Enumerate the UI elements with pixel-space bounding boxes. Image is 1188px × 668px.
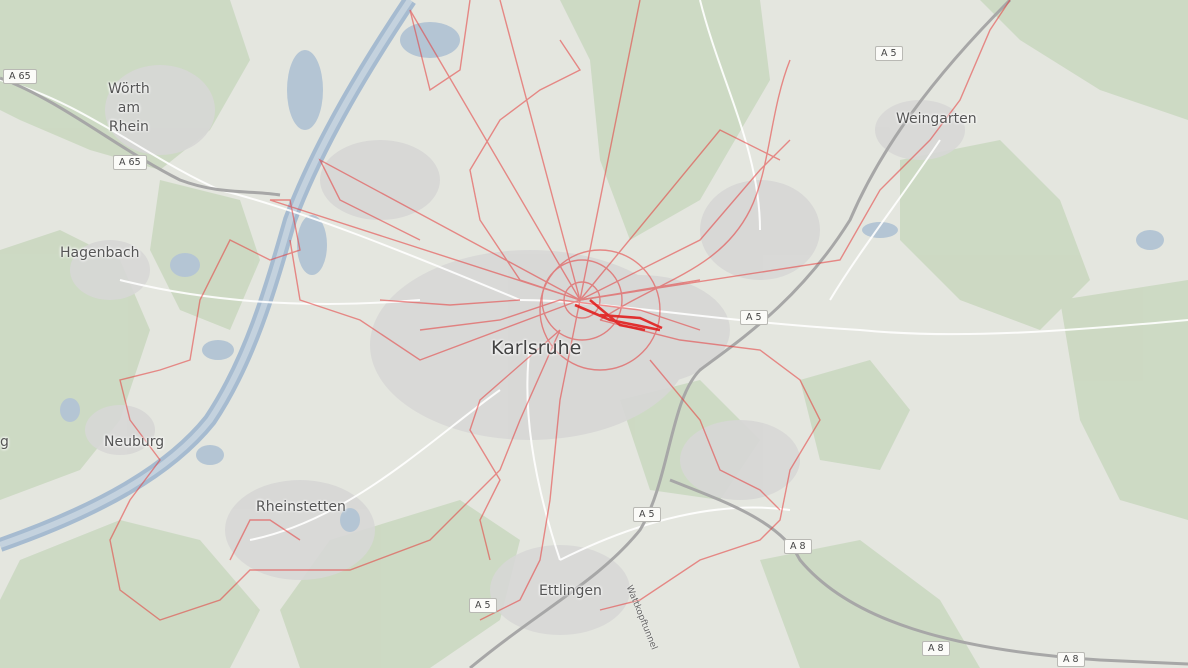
place-label-karlsruhe: Karlsruhe	[491, 337, 582, 359]
place-woerth-line-1: Wörth	[108, 81, 150, 97]
place-label-edge: g	[0, 434, 9, 450]
road-shield-a65: A 65	[113, 155, 147, 170]
rhine-river-highlight	[0, 0, 413, 548]
place-label-rheinstetten: Rheinstetten	[256, 499, 346, 515]
road-shield-a8: A 8	[922, 641, 950, 656]
road-shield-a5: A 5	[740, 310, 768, 325]
gps-tracks	[109, 0, 1011, 621]
road-shield-a8: A 8	[1057, 652, 1085, 667]
place-label-woerth: Wörth am Rhein	[108, 80, 150, 137]
place-label-neuburg: Neuburg	[104, 434, 165, 450]
road-shield-a65: A 65	[3, 69, 37, 84]
road-shield-a5: A 5	[633, 507, 661, 522]
road-shield-a5: A 5	[875, 46, 903, 61]
place-label-weingarten: Weingarten	[896, 111, 977, 127]
place-woerth-line-3: Rhein	[108, 119, 149, 135]
road-shield-a5: A 5	[469, 598, 497, 613]
gps-tracks-dense	[574, 299, 663, 332]
lakes	[60, 22, 1164, 532]
place-woerth-line-2: am	[117, 100, 140, 116]
place-label-ettlingen: Ettlingen	[539, 583, 602, 599]
road-shield-a8: A 8	[784, 539, 812, 554]
place-label-hagenbach: Hagenbach	[60, 245, 140, 261]
